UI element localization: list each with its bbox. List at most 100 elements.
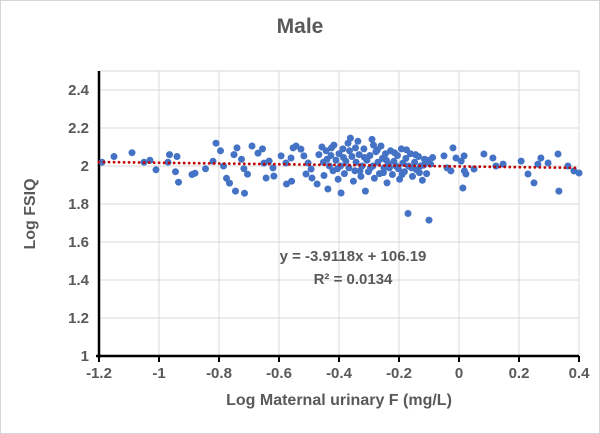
scatter-point (254, 149, 262, 157)
x-tick-label: 0 (455, 365, 463, 382)
x-axis-title: Log Maternal urinary F (mg/L) (226, 392, 452, 409)
y-tick-label: 2 (81, 158, 89, 175)
scatter-point (409, 172, 416, 180)
scatter-point (320, 172, 328, 179)
scatter-point (337, 162, 344, 170)
y-tick-label: 1 (81, 348, 89, 365)
scatter-point (128, 149, 136, 157)
scatter-point (460, 152, 468, 160)
scatter-point (339, 145, 347, 153)
scatter-point (340, 170, 348, 178)
scatter-point (283, 180, 290, 188)
scatter-point (315, 151, 323, 159)
trendline-equation: y = -3.9118x + 106.19 (279, 248, 427, 265)
scatter-point (346, 147, 353, 155)
scatter-point (415, 153, 422, 160)
scatter-point (342, 157, 350, 165)
scatter-point (366, 152, 374, 159)
scatter-point (334, 175, 342, 183)
scatter-point (330, 141, 338, 149)
scatter-point (270, 172, 278, 180)
scatter-point (173, 153, 181, 160)
scatter-point (332, 156, 340, 164)
scatter-point (238, 155, 245, 163)
scatter-point (575, 169, 583, 177)
scatter-point (385, 164, 393, 172)
scatter-point (166, 151, 173, 159)
x-tick-label: -0.4 (326, 365, 353, 382)
y-tick-label: 2.2 (68, 120, 89, 137)
x-tick-label: -1 (152, 365, 165, 382)
scatter-point (232, 187, 239, 195)
scatter-point (492, 162, 500, 170)
scatter-point (449, 144, 457, 152)
x-tick-label: -0.2 (386, 365, 412, 382)
scatter-point (244, 170, 251, 178)
scatter-point (357, 172, 365, 180)
scatter-point (248, 142, 256, 150)
scatter-point (377, 142, 385, 150)
scatter-point (346, 134, 354, 142)
scatter-point (300, 152, 308, 160)
scatter-point (304, 159, 312, 167)
scatter-point (544, 159, 552, 167)
scatter-point (447, 167, 455, 175)
scatter-point (368, 135, 376, 143)
scatter-point (415, 169, 423, 177)
scatter-point (202, 165, 209, 173)
y-tick-label: 1.2 (68, 310, 89, 327)
scatter-point (388, 171, 396, 178)
scatter-point (175, 178, 182, 186)
y-tick-label: 2.4 (68, 82, 90, 99)
scatter-point (349, 177, 357, 185)
y-tick-label: 1.8 (68, 196, 89, 213)
scatter-point (313, 180, 321, 188)
scatter-point (302, 170, 310, 178)
scatter-point (524, 170, 532, 178)
scatter-point (555, 187, 563, 195)
scatter-point (322, 147, 330, 155)
trendline-annotation: y = -3.9118x + 106.19 R² = 0.0134 (280, 246, 427, 291)
scatter-point (324, 185, 332, 193)
y-axis-title: Log FSIQ (22, 178, 39, 250)
scatter-point (287, 154, 295, 162)
scatter-point (361, 187, 369, 195)
scatter-point (308, 174, 316, 182)
x-tick-label: -0.8 (206, 365, 232, 382)
scatter-point (288, 177, 296, 185)
scatter-point (383, 179, 391, 187)
scatter-point (411, 158, 419, 166)
scatter-point (452, 154, 460, 162)
scatter-point (241, 189, 248, 197)
scatter-point (259, 145, 266, 153)
scatter-point (440, 152, 448, 160)
scatter-point (537, 154, 545, 162)
scatter-point (297, 145, 305, 153)
scatter-point (489, 154, 497, 162)
scatter-point (457, 157, 465, 165)
scatter-point (517, 157, 525, 165)
scatter-point (172, 168, 179, 176)
scatter-point (423, 170, 431, 178)
scatter-point (400, 168, 408, 176)
x-tick-label: 0.4 (569, 365, 591, 382)
scatter-point (345, 164, 353, 172)
scatter-point (459, 184, 467, 192)
scatter-point (98, 158, 106, 166)
scatter-point (351, 167, 359, 175)
scatter-point (226, 179, 233, 187)
trendline-r-squared: R² = 0.0134 (313, 270, 393, 288)
scatter-point (262, 174, 270, 182)
scatter-point (352, 144, 359, 152)
scatter-point (394, 152, 401, 159)
scatter-point (425, 216, 433, 224)
scatter-point (370, 141, 377, 149)
scatter-point (282, 159, 290, 167)
scatter-point (404, 210, 412, 217)
scatter-point (462, 170, 470, 178)
scatter-point (152, 166, 160, 174)
scatter-point (354, 137, 362, 145)
scatter-point (230, 151, 238, 159)
